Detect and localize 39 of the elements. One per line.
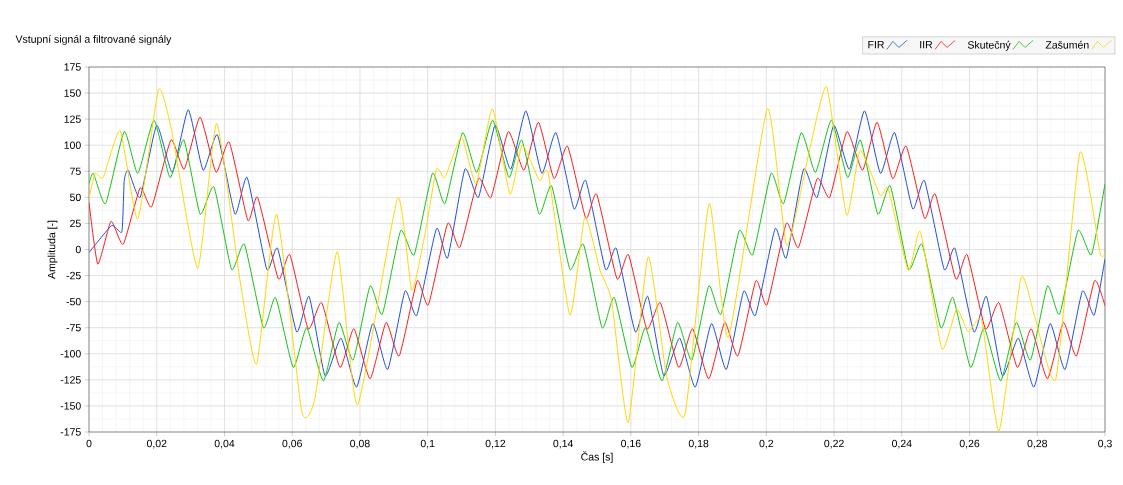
y-axis-title: Amplituda [-] [47, 220, 58, 279]
y-tick-label: 100 [64, 141, 81, 149]
x-tick-label: 0,16 [621, 439, 641, 449]
x-axis-title: Čas [s] [581, 451, 613, 463]
x-tick-label: 0,2 [759, 439, 774, 449]
x-tick-label: 0,26 [959, 439, 980, 449]
y-tick-label: -100 [60, 350, 81, 358]
y-tick-label: 125 [64, 115, 81, 123]
y-tick-label: -125 [60, 376, 81, 384]
x-tick-label: 0,02 [146, 439, 167, 449]
y-tick-label: 150 [64, 89, 81, 97]
y-tick-label: -50 [66, 297, 81, 306]
y-tick-label: -75 [66, 324, 81, 332]
y-tick-label: -150 [60, 402, 81, 410]
legend-label: Zašumén [1045, 40, 1089, 49]
y-tick-label: 25 [70, 219, 81, 228]
x-tick-label: 0,1 [420, 439, 435, 449]
y-tick-label: -25 [66, 271, 81, 280]
y-tick-label: 175 [64, 63, 81, 71]
y-tick-label: -175 [60, 428, 81, 436]
x-tick-label: 0,3 [1098, 439, 1112, 449]
y-tick-label: 0 [75, 245, 81, 254]
legend-label: FIR [868, 41, 884, 49]
y-tick-label: 75 [70, 167, 81, 175]
x-tick-label: 0,14 [553, 439, 574, 449]
x-tick-label: 0,12 [485, 439, 506, 449]
x-tick-label: 0,08 [350, 439, 370, 449]
x-tick-label: 0,06 [282, 439, 302, 449]
x-tick-label: 0,18 [688, 439, 709, 449]
x-tick-label: 0,22 [824, 439, 844, 449]
legend-label: IIR [920, 41, 933, 49]
chart-title: Vstupní signál a filtrované signály [15, 35, 172, 45]
x-tick-label: 0,24 [892, 439, 912, 449]
legend-label: Skutečný [967, 40, 1011, 51]
line-series [89, 86, 1106, 432]
x-tick-label: 0 [86, 439, 92, 448]
x-tick-label: 0,04 [214, 439, 235, 449]
x-tick-label: 0,28 [1027, 439, 1048, 449]
y-tick-label: 50 [69, 193, 81, 202]
